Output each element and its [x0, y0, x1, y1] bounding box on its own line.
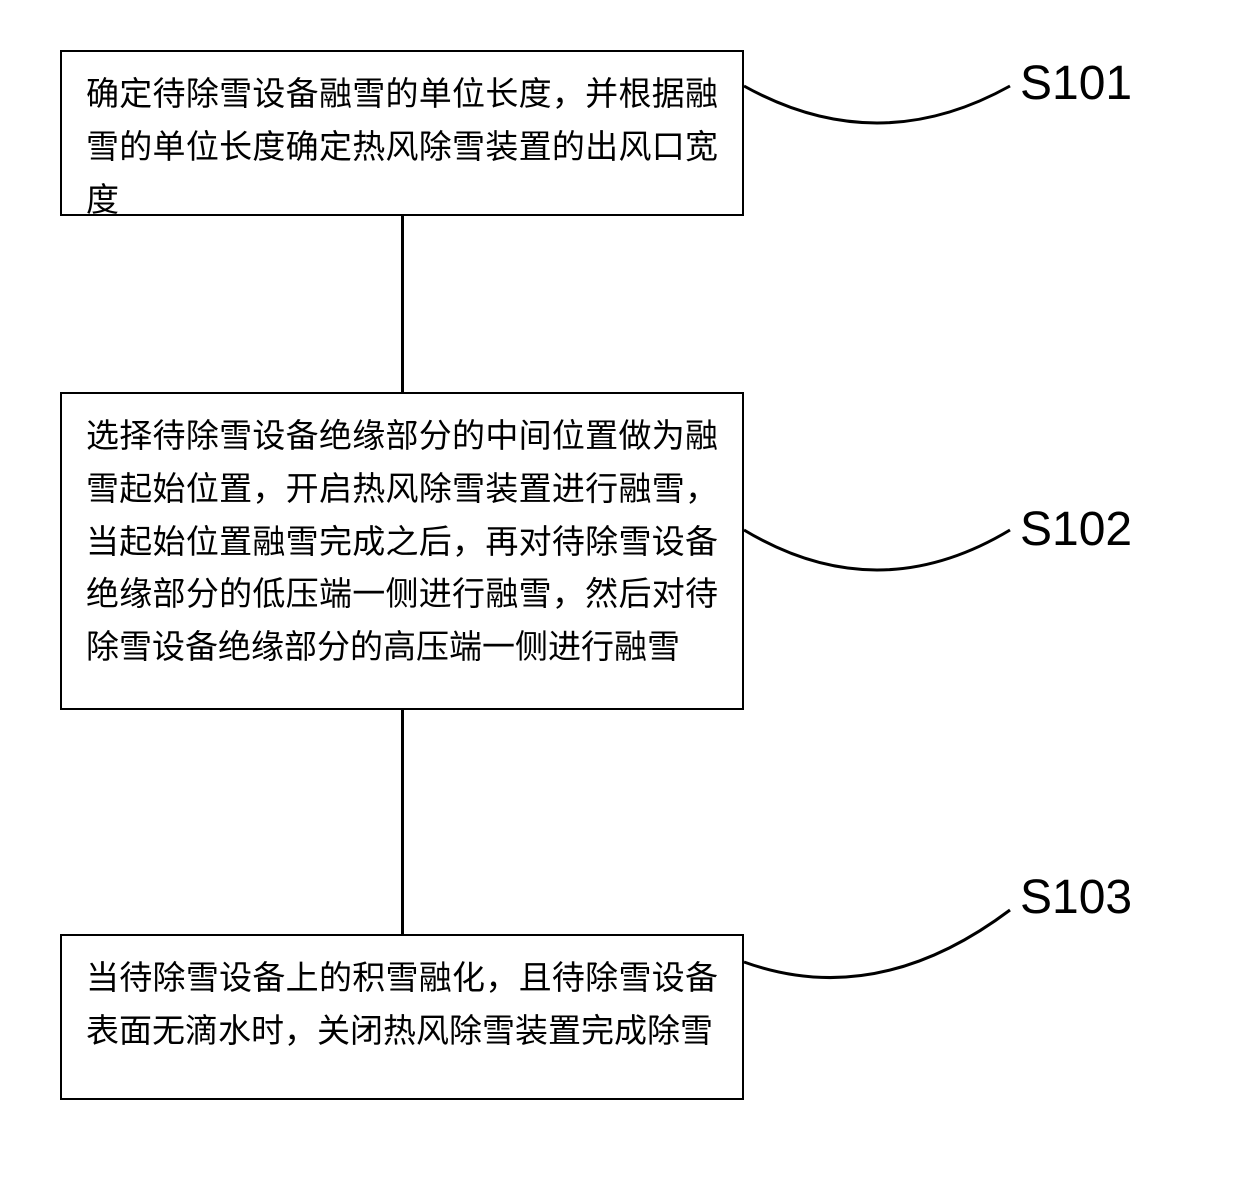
connector-line-2 [401, 710, 404, 934]
step-text-2: 选择待除雪设备绝缘部分的中间位置做为融雪起始位置，开启热风除雪装置进行融雪，当起… [86, 417, 718, 665]
step-box-3: 当待除雪设备上的积雪融化，且待除雪设备表面无滴水时，关闭热风除雪装置完成除雪 [60, 934, 744, 1100]
step-text-1: 确定待除雪设备融雪的单位长度，并根据融雪的单位长度确定热风除雪装置的出风口宽度 [86, 75, 718, 218]
step-text-3: 当待除雪设备上的积雪融化，且待除雪设备表面无滴水时，关闭热风除雪装置完成除雪 [86, 959, 718, 1049]
step-box-1: 确定待除雪设备融雪的单位长度，并根据融雪的单位长度确定热风除雪装置的出风口宽度 [60, 50, 744, 216]
flowchart-container: 确定待除雪设备融雪的单位长度，并根据融雪的单位长度确定热风除雪装置的出风口宽度 … [0, 0, 1240, 1184]
step-label-2: S102 [1020, 502, 1132, 557]
connector-line-1 [401, 216, 404, 392]
step-label-3: S103 [1020, 870, 1132, 925]
step-label-1: S101 [1020, 56, 1132, 111]
step-box-2: 选择待除雪设备绝缘部分的中间位置做为融雪起始位置，开启热风除雪装置进行融雪，当起… [60, 392, 744, 710]
